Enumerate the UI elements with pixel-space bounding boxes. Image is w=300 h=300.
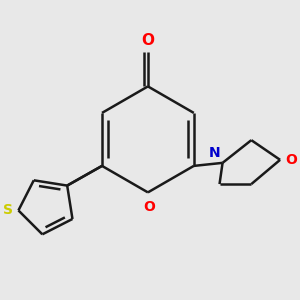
Text: S: S [3, 203, 13, 217]
Text: O: O [141, 33, 154, 48]
Text: O: O [286, 153, 297, 167]
Text: N: N [208, 146, 220, 160]
Text: O: O [143, 200, 155, 214]
